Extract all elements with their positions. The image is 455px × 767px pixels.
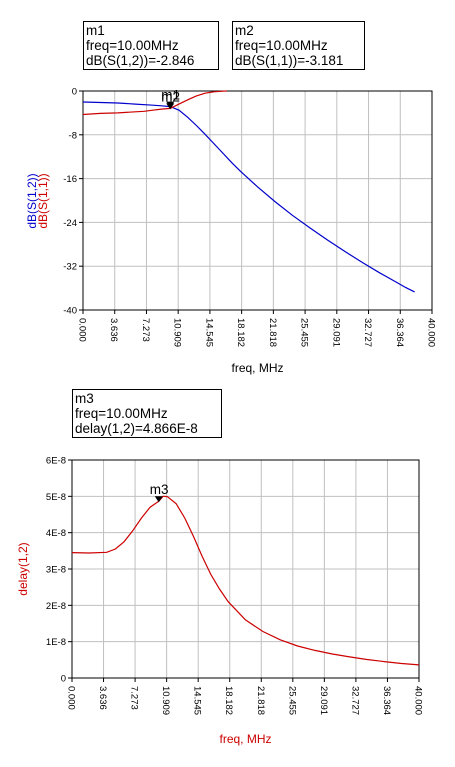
x-tick-label: 14.545 [203,318,214,347]
x-tick-label: 7.273 [129,686,140,710]
y-tick-label: 1E-8 [46,637,66,648]
x-tick-label: 29.091 [330,318,341,347]
y-tick-label: -40 [63,306,77,317]
y-tick-label: 6E-8 [46,456,66,467]
marker-freq: freq=10.00MHz [86,38,179,53]
x-tick-label: 3.636 [97,686,108,710]
y-tick-label: 2E-8 [46,601,66,612]
x-tick-label: 3.636 [108,318,119,342]
marker-triangle [154,496,163,503]
y-tick-label: 3E-8 [46,565,66,576]
x-tick-label: 18.182 [223,686,234,715]
marker-name: m2 [235,23,254,38]
y-axis-label-s12: dB(S(1,2)) [25,173,39,228]
marker-value: delay(1,2)=4.866E-8 [75,421,198,436]
y-axis-label: delay(1,2) [16,542,30,595]
marker-label: m1 [161,88,180,103]
marker-freq: freq=10.00MHz [235,38,328,53]
y-tick-label: -32 [63,262,77,273]
marker-triangle [166,101,175,108]
x-tick-label: 0.000 [77,318,88,342]
marker-m3-readout: m3 freq=10.00MHz delay(1,2)=4.866E-8 [72,389,222,438]
x-tick-label: 36.364 [394,318,405,347]
y-tick-label: 5E-8 [46,492,66,503]
x-tick-label: 14.545 [192,686,203,715]
x-axis-label: freq, MHz [219,732,271,746]
x-tick-label: 18.182 [235,318,246,347]
y-tick-label: -16 [63,174,77,185]
x-tick-label: 0.000 [66,686,77,710]
y-tick-label: 4E-8 [46,528,66,539]
x-tick-label: 10.909 [160,686,171,715]
y-tick-label: -8 [69,130,77,141]
series-line [71,495,420,666]
y-tick-label: -24 [63,218,77,229]
marker-value: dB(S(1,1))=-3.181 [235,53,344,68]
y-tick-label: 0 [61,674,66,685]
x-tick-label: 25.455 [299,318,310,347]
x-tick-label: 21.818 [255,686,266,715]
x-tick-label: 40.000 [426,318,437,347]
marker-value: dB(S(1,2))=-2.846 [86,53,195,68]
x-tick-label: 32.727 [362,318,373,347]
x-tick-label: 32.727 [349,686,360,715]
x-tick-label: 36.364 [381,686,392,715]
x-tick-label: 29.091 [318,686,329,715]
x-tick-label: 7.273 [140,318,151,342]
x-tick-label: 21.818 [267,318,278,347]
marker-m1-readout: m1 freq=10.00MHz dB(S(1,2))=-2.846 [83,21,219,70]
x-tick-label: 10.909 [172,318,183,347]
marker-label: m2 [161,89,180,104]
marker-m2-readout: m2 freq=10.00MHz dB(S(1,1))=-3.181 [232,21,365,70]
marker-name: m1 [86,23,105,38]
x-axis-label: freq, MHz [231,361,283,375]
group-delay-chart: 0.000 3.636 7.273 10.909 14.545 18.182 21.818 2… [16,456,424,747]
plot-frame [82,90,433,311]
marker-freq: freq=10.00MHz [75,406,168,421]
x-tick-label: 40.000 [413,686,424,715]
series-line [82,101,415,293]
y-axis-label-s11: dB(S(1,1)) [36,173,50,228]
marker-label: m3 [150,482,169,497]
y-tick-label: 0 [72,87,77,98]
x-tick-label: 25.455 [286,686,297,715]
marker-name: m3 [75,391,94,406]
s-parameter-chart: 0.000 3.636 7.273 10.909 14.545 18.182 21.818 2… [25,87,437,376]
